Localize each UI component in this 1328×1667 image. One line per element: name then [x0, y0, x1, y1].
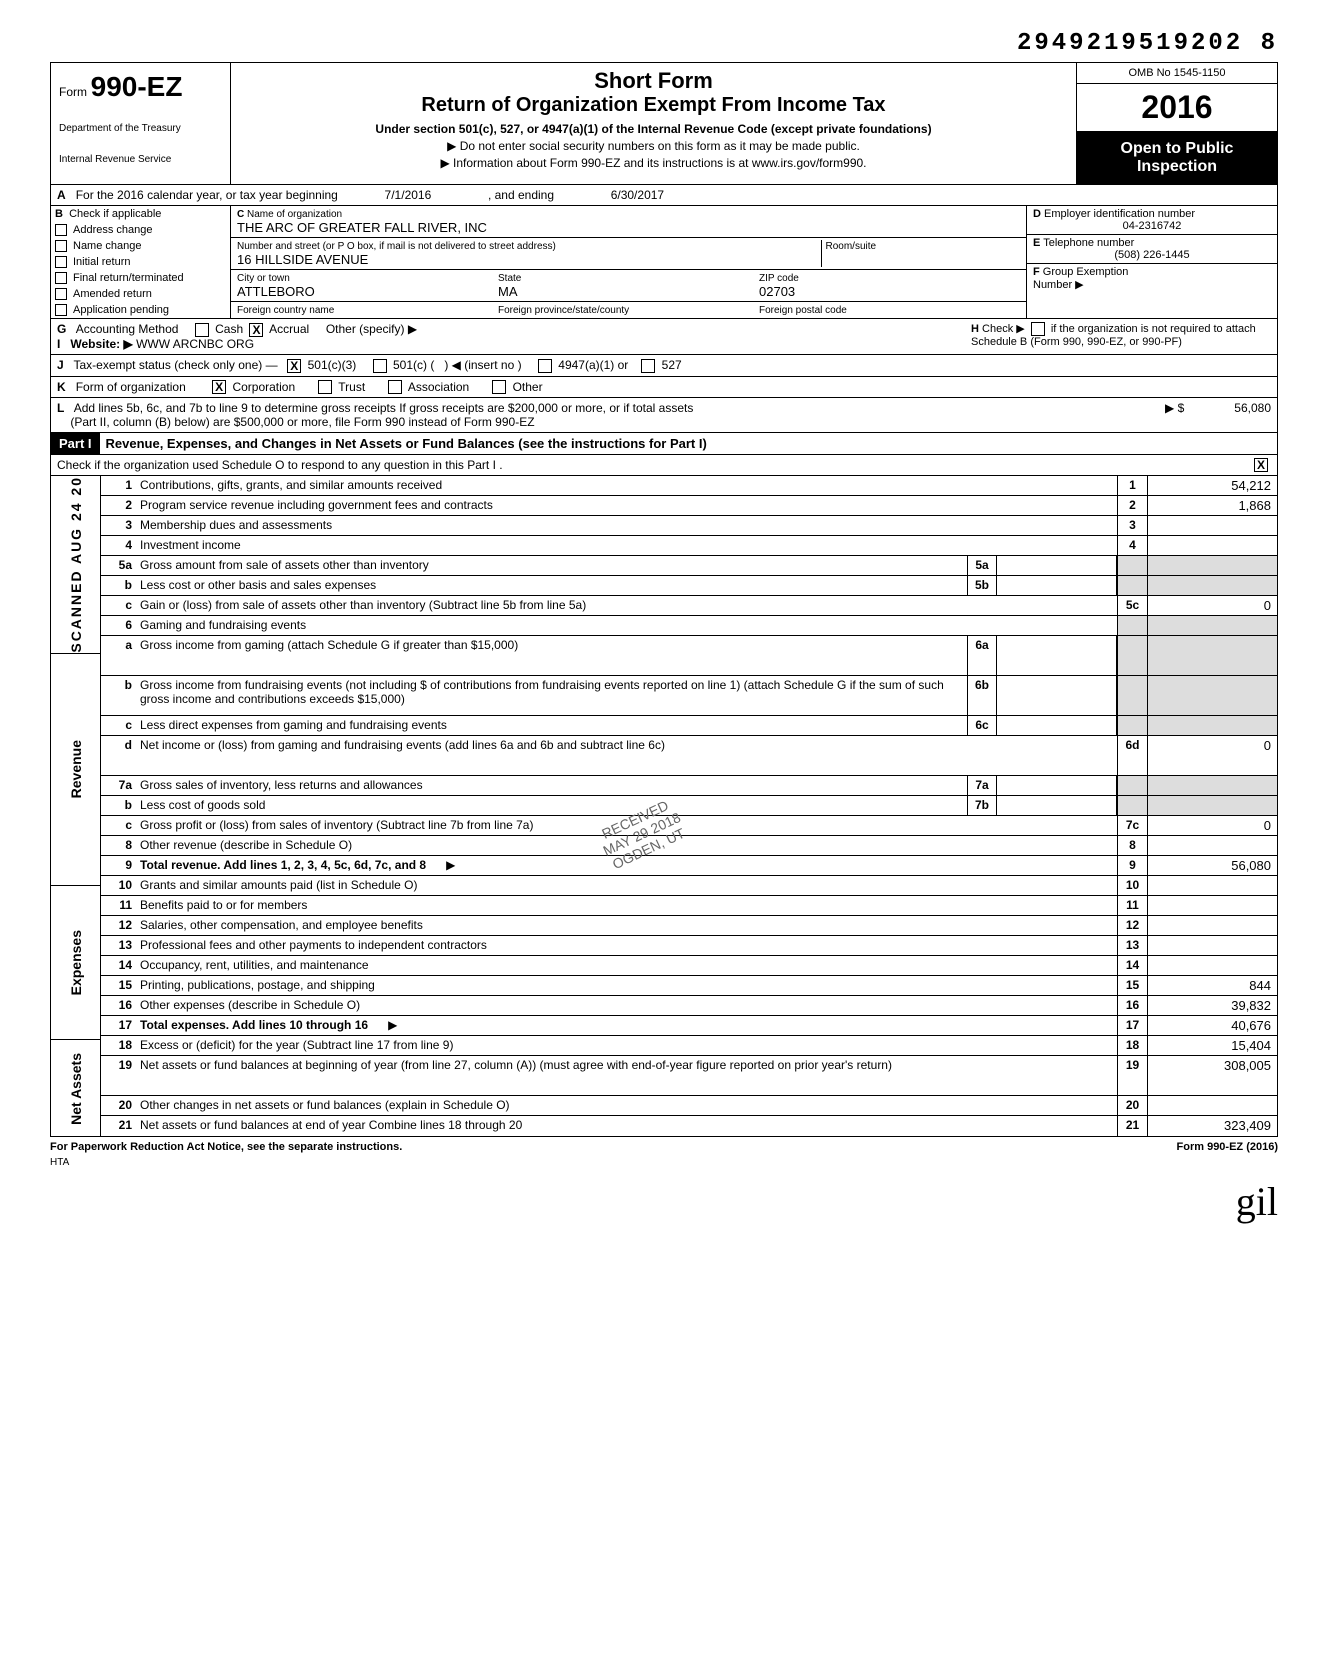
line-l8: 8Other revenue (describe in Schedule O)8	[101, 836, 1277, 856]
line-l12: 12Salaries, other compensation, and empl…	[101, 916, 1277, 936]
tax-year-begin: 7/1/2016	[385, 188, 432, 202]
row-a: A For the 2016 calendar year, or tax yea…	[50, 185, 1278, 206]
dept-treasury: Department of the Treasury	[59, 123, 222, 134]
row-l: L Add lines 5b, 6c, and 7b to line 9 to …	[50, 398, 1278, 433]
return-title: Return of Organization Exempt From Incom…	[241, 94, 1066, 117]
checkbox-accrual[interactable]: X	[249, 323, 263, 337]
line-l5b: bLess cost or other basis and sales expe…	[101, 576, 1277, 596]
ein: 04-2316742	[1033, 220, 1271, 232]
line-l6c: cLess direct expenses from gaming and fu…	[101, 716, 1277, 736]
form-number: 990-EZ	[91, 71, 183, 102]
part-1-header: Part I Revenue, Expenses, and Changes in…	[50, 433, 1278, 455]
short-form-title: Short Form	[241, 68, 1066, 94]
website: WWW ARCNBC ORG	[136, 337, 254, 351]
form-header: Form 990-EZ Department of the Treasury I…	[50, 62, 1278, 185]
line-l16: 16Other expenses (describe in Schedule O…	[101, 996, 1277, 1016]
line-l1: 1Contributions, gifts, grants, and simil…	[101, 476, 1277, 496]
subtitle-1: Under section 501(c), 527, or 4947(a)(1)…	[241, 122, 1066, 136]
checkbox-name-change[interactable]	[55, 240, 67, 252]
line-l10: 10Grants and similar amounts paid (list …	[101, 876, 1277, 896]
checkbox-sched-b[interactable]	[1031, 322, 1045, 336]
org-address: 16 HILLSIDE AVENUE	[237, 252, 368, 267]
scanned-stamp: SCANNED AUG 24 20	[68, 476, 84, 653]
tax-year: 2016	[1077, 84, 1277, 132]
checkbox-trust[interactable]	[318, 380, 332, 394]
line-l3: 3Membership dues and assessments3	[101, 516, 1277, 536]
line-l13: 13Professional fees and other payments t…	[101, 936, 1277, 956]
subtitle-2: ▶ Do not enter social security numbers o…	[241, 139, 1066, 153]
checkbox-527[interactable]	[641, 359, 655, 373]
expenses-label: Expenses	[68, 930, 84, 995]
line-l6b: bGross income from fundraising events (n…	[101, 676, 1277, 716]
line-l5a: 5aGross amount from sale of assets other…	[101, 556, 1277, 576]
checkbox-corp[interactable]: X	[212, 380, 226, 394]
checkbox-cash[interactable]	[195, 323, 209, 337]
checkbox-final-return[interactable]	[55, 272, 67, 284]
tax-year-end: 6/30/2017	[611, 188, 664, 202]
line-l11: 11Benefits paid to or for members11	[101, 896, 1277, 916]
line-l6d: dNet income or (loss) from gaming and fu…	[101, 736, 1277, 776]
hta: HTA	[50, 1157, 1278, 1168]
row-j: J Tax-exempt status (check only one) — X…	[50, 355, 1278, 377]
org-city: ATTLEBORO	[237, 284, 315, 299]
telephone: (508) 226-1445	[1033, 249, 1271, 261]
row-g-i-h: G Accounting Method Cash X Accrual Other…	[50, 319, 1278, 355]
open-public: Open to Public Inspection	[1077, 132, 1277, 184]
line-l7c: cGross profit or (loss) from sales of in…	[101, 816, 1277, 836]
line-l18: 18Excess or (deficit) for the year (Subt…	[101, 1036, 1277, 1056]
row-k: K Form of organization X Corporation Tru…	[50, 377, 1278, 399]
line-l17: 17Total expenses. Add lines 10 through 1…	[101, 1016, 1277, 1036]
checkbox-4947[interactable]	[538, 359, 552, 373]
line-l6a: aGross income from gaming (attach Schedu…	[101, 636, 1277, 676]
irs-label: Internal Revenue Service	[59, 154, 222, 165]
line-l21: 21Net assets or fund balances at end of …	[101, 1116, 1277, 1136]
form-label: Form	[59, 85, 87, 99]
subtitle-3: ▶ Information about Form 990-EZ and its …	[241, 156, 1066, 170]
dln: 2949219519202 8	[50, 30, 1278, 57]
gross-receipts: 56,080	[1234, 401, 1271, 415]
line-l4: 4Investment income4	[101, 536, 1277, 556]
line-l14: 14Occupancy, rent, utilities, and mainte…	[101, 956, 1277, 976]
checkbox-sched-o[interactable]: X	[1254, 458, 1268, 472]
org-name: THE ARC OF GREATER FALL RIVER, INC	[237, 220, 487, 235]
checkbox-address-change[interactable]	[55, 224, 67, 236]
part-1-table: SCANNED AUG 24 20 Revenue Expenses Net A…	[50, 476, 1278, 1137]
netassets-label: Net Assets	[68, 1053, 84, 1125]
checkbox-501c3[interactable]: X	[287, 359, 301, 373]
line-l7a: 7aGross sales of inventory, less returns…	[101, 776, 1277, 796]
org-state: MA	[498, 284, 518, 299]
checkbox-501c[interactable]	[373, 359, 387, 373]
sched-o-check: Check if the organization used Schedule …	[50, 455, 1278, 476]
line-l5c: cGain or (loss) from sale of assets othe…	[101, 596, 1277, 616]
section-bcdef: B Check if applicable Address change Nam…	[50, 206, 1278, 319]
checkbox-assoc[interactable]	[388, 380, 402, 394]
org-zip: 02703	[759, 284, 795, 299]
footer: For Paperwork Reduction Act Notice, see …	[50, 1137, 1278, 1157]
line-l2: 2Program service revenue including gover…	[101, 496, 1277, 516]
omb-number: OMB No 1545-1150	[1077, 63, 1277, 84]
line-l6: 6Gaming and fundraising events	[101, 616, 1277, 636]
signature: gil	[50, 1178, 1278, 1225]
checkbox-initial-return[interactable]	[55, 256, 67, 268]
line-l7b: bLess cost of goods sold7b	[101, 796, 1277, 816]
revenue-label: Revenue	[68, 740, 84, 798]
line-l9: 9Total revenue. Add lines 1, 2, 3, 4, 5c…	[101, 856, 1277, 876]
checkbox-app-pending[interactable]	[55, 304, 67, 316]
line-l20: 20Other changes in net assets or fund ba…	[101, 1096, 1277, 1116]
checkbox-amended[interactable]	[55, 288, 67, 300]
line-l19: 19Net assets or fund balances at beginni…	[101, 1056, 1277, 1096]
checkbox-other-org[interactable]	[492, 380, 506, 394]
line-l15: 15Printing, publications, postage, and s…	[101, 976, 1277, 996]
